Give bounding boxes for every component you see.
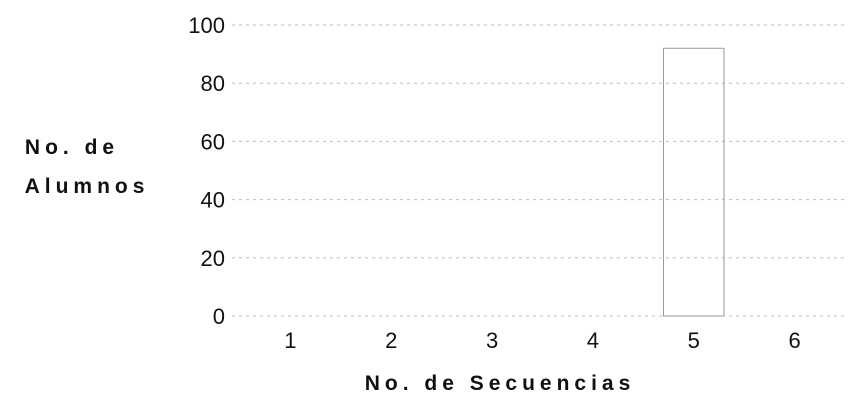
y-tick-label-20: 20 [201, 246, 225, 271]
x-tick-labels: 1 2 3 4 5 6 [284, 328, 800, 353]
x-axis-title: No. de Secuencias [365, 372, 636, 395]
y-tick-label-40: 40 [201, 188, 225, 213]
bars [663, 47, 725, 317]
x-tick-label-3: 3 [486, 328, 498, 353]
gridlines [232, 24, 845, 317]
x-tick-label-1: 1 [284, 328, 296, 353]
x-tick-label-4: 4 [587, 328, 599, 353]
y-tick-label-0: 0 [213, 304, 225, 329]
x-tick-label-5: 5 [688, 328, 700, 353]
y-tick-label-80: 80 [201, 71, 225, 96]
y-axis-title-line-1: No. de [25, 136, 119, 159]
y-axis-title-line-2: Alumnos [25, 175, 150, 198]
bar-5 [663, 47, 725, 317]
x-tick-label-2: 2 [385, 328, 397, 353]
y-tick-labels: 0 20 40 60 80 100 [188, 13, 225, 329]
y-tick-label-60: 60 [201, 129, 225, 154]
y-tick-label-100: 100 [188, 13, 225, 38]
x-tick-label-6: 6 [788, 328, 800, 353]
